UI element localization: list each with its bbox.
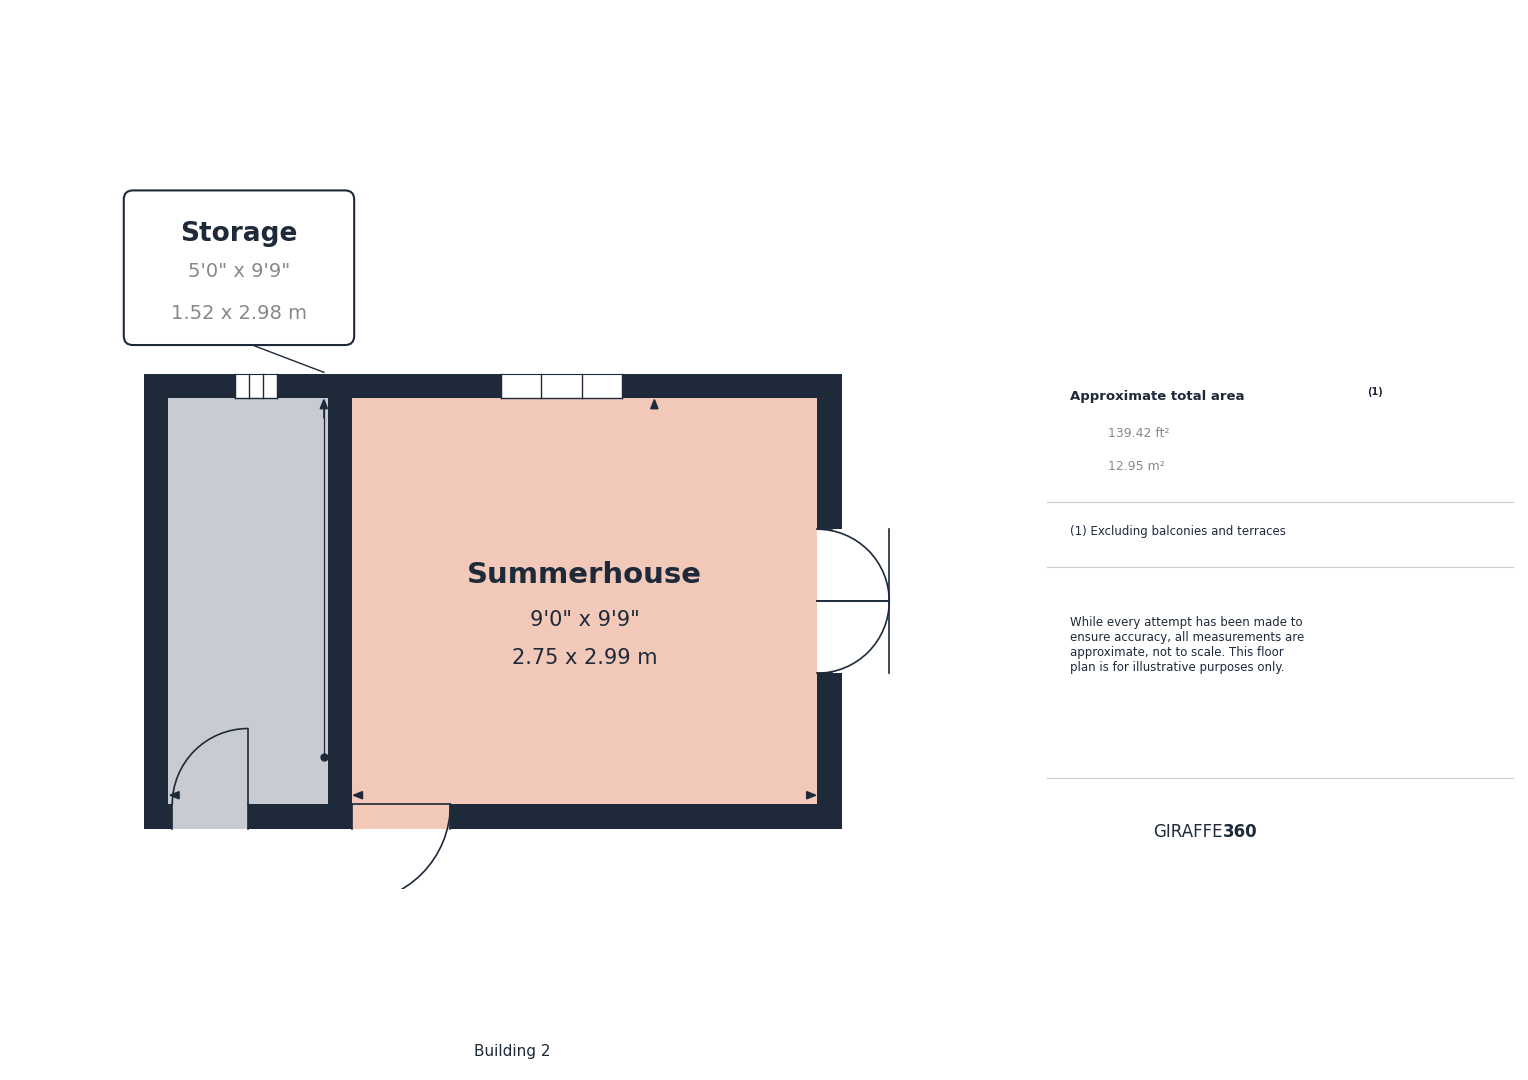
Bar	[501, 374, 622, 399]
Bar	[327, 399, 351, 805]
Text: 9'0" x 9'9": 9'0" x 9'9"	[530, 610, 639, 630]
Bar	[351, 399, 817, 805]
Text: 12.95 m²: 12.95 m²	[1108, 460, 1164, 473]
Text: (1): (1)	[1368, 388, 1383, 397]
Polygon shape	[651, 400, 659, 408]
Polygon shape	[353, 792, 362, 799]
Bar	[235, 374, 277, 399]
Text: Building 2: Building 2	[474, 1044, 550, 1059]
Polygon shape	[170, 792, 179, 799]
Text: Summerhouse: Summerhouse	[468, 561, 701, 589]
Text: 360: 360	[1222, 823, 1258, 841]
Bar	[817, 529, 850, 673]
Text: 5'0" x 9'9": 5'0" x 9'9"	[188, 262, 290, 281]
Bar	[168, 399, 327, 805]
Text: 139.42 ft²: 139.42 ft²	[1108, 428, 1169, 441]
Text: GIRAFFE: GIRAFFE	[1154, 823, 1222, 841]
Text: 1.52 x 2.98 m: 1.52 x 2.98 m	[171, 303, 307, 323]
Bar	[144, 374, 842, 828]
Text: Storage: Storage	[180, 220, 298, 246]
Bar	[173, 800, 248, 828]
Bar	[351, 800, 451, 828]
Text: Approximate total area: Approximate total area	[1070, 390, 1244, 403]
Polygon shape	[807, 792, 816, 799]
FancyBboxPatch shape	[124, 190, 354, 345]
Polygon shape	[321, 400, 327, 408]
Text: While every attempt has been made to
ensure accuracy, all measurements are
appro: While every attempt has been made to ens…	[1070, 616, 1303, 674]
Text: 2.75 x 2.99 m: 2.75 x 2.99 m	[512, 648, 657, 669]
Text: (1) Excluding balconies and terraces: (1) Excluding balconies and terraces	[1070, 525, 1285, 538]
